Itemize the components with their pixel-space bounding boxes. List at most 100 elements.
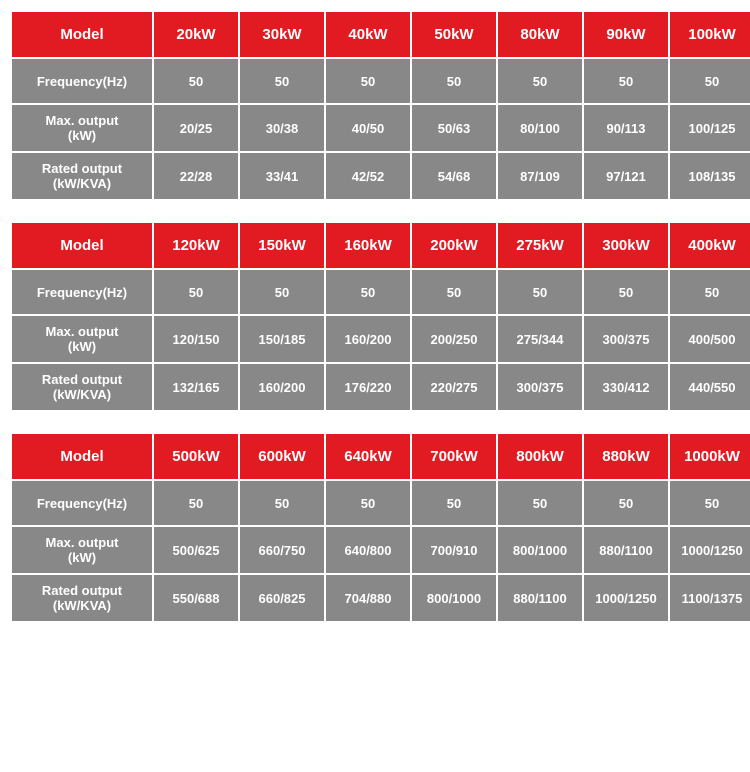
- cell-rated_output: 1000/1250: [584, 575, 668, 621]
- model-col-header: 120kW: [154, 223, 238, 268]
- cell-frequency: 50: [498, 481, 582, 525]
- cell-rated_output: 22/28: [154, 153, 238, 199]
- model-col-header: 800kW: [498, 434, 582, 479]
- cell-max_output: 880/1100: [584, 527, 668, 573]
- row-label-max_output: Max. output(kW): [12, 105, 152, 151]
- cell-max_output: 120/150: [154, 316, 238, 362]
- cell-max_output: 640/800: [326, 527, 410, 573]
- row-label-max_output: Max. output(kW): [12, 527, 152, 573]
- cell-frequency: 50: [326, 481, 410, 525]
- cell-frequency: 50: [154, 481, 238, 525]
- cell-frequency: 50: [670, 270, 750, 314]
- cell-max_output: 800/1000: [498, 527, 582, 573]
- cell-rated_output: 1100/1375: [670, 575, 750, 621]
- spec-table-1: Model120kW150kW160kW200kW275kW300kW400kW…: [10, 221, 750, 412]
- cell-frequency: 50: [326, 59, 410, 103]
- cell-rated_output: 33/41: [240, 153, 324, 199]
- model-col-header: 600kW: [240, 434, 324, 479]
- cell-max_output: 30/38: [240, 105, 324, 151]
- cell-max_output: 150/185: [240, 316, 324, 362]
- row-label-frequency: Frequency(Hz): [12, 270, 152, 314]
- cell-rated_output: 42/52: [326, 153, 410, 199]
- cell-frequency: 50: [326, 270, 410, 314]
- cell-frequency: 50: [584, 270, 668, 314]
- cell-frequency: 50: [498, 59, 582, 103]
- model-col-header: 700kW: [412, 434, 496, 479]
- cell-rated_output: 176/220: [326, 364, 410, 410]
- cell-frequency: 50: [412, 481, 496, 525]
- cell-frequency: 50: [412, 270, 496, 314]
- cell-frequency: 50: [670, 481, 750, 525]
- cell-max_output: 500/625: [154, 527, 238, 573]
- cell-frequency: 50: [498, 270, 582, 314]
- model-col-header: 150kW: [240, 223, 324, 268]
- row-label-max_output: Max. output(kW): [12, 316, 152, 362]
- cell-rated_output: 220/275: [412, 364, 496, 410]
- cell-rated_output: 300/375: [498, 364, 582, 410]
- cell-rated_output: 704/880: [326, 575, 410, 621]
- spec-table-0: Model20kW30kW40kW50kW80kW90kW100kW Freque…: [10, 10, 750, 201]
- model-col-header: 160kW: [326, 223, 410, 268]
- cell-rated_output: 54/68: [412, 153, 496, 199]
- model-col-header: 100kW: [670, 12, 750, 57]
- cell-frequency: 50: [670, 59, 750, 103]
- row-label-rated_output: Rated output(kW/KVA): [12, 153, 152, 199]
- cell-max_output: 80/100: [498, 105, 582, 151]
- cell-rated_output: 132/165: [154, 364, 238, 410]
- cell-rated_output: 330/412: [584, 364, 668, 410]
- model-col-header: 20kW: [154, 12, 238, 57]
- cell-rated_output: 440/550: [670, 364, 750, 410]
- cell-max_output: 200/250: [412, 316, 496, 362]
- model-col-header: 275kW: [498, 223, 582, 268]
- cell-frequency: 50: [154, 59, 238, 103]
- cell-frequency: 50: [584, 481, 668, 525]
- cell-frequency: 50: [240, 270, 324, 314]
- cell-frequency: 50: [240, 481, 324, 525]
- cell-rated_output: 160/200: [240, 364, 324, 410]
- model-col-header: 1000kW: [670, 434, 750, 479]
- cell-max_output: 20/25: [154, 105, 238, 151]
- row-label-rated_output: Rated output(kW/KVA): [12, 364, 152, 410]
- cell-rated_output: 97/121: [584, 153, 668, 199]
- cell-max_output: 700/910: [412, 527, 496, 573]
- cell-max_output: 100/125: [670, 105, 750, 151]
- cell-max_output: 275/344: [498, 316, 582, 362]
- model-col-header: 880kW: [584, 434, 668, 479]
- cell-frequency: 50: [412, 59, 496, 103]
- cell-max_output: 90/113: [584, 105, 668, 151]
- model-col-header: 400kW: [670, 223, 750, 268]
- model-col-header: 500kW: [154, 434, 238, 479]
- model-col-header: 640kW: [326, 434, 410, 479]
- cell-max_output: 660/750: [240, 527, 324, 573]
- row-label-rated_output: Rated output(kW/KVA): [12, 575, 152, 621]
- cell-max_output: 160/200: [326, 316, 410, 362]
- row-label-frequency: Frequency(Hz): [12, 481, 152, 525]
- model-col-header: 80kW: [498, 12, 582, 57]
- model-col-header: 30kW: [240, 12, 324, 57]
- model-col-header: 200kW: [412, 223, 496, 268]
- cell-max_output: 1000/1250: [670, 527, 750, 573]
- cell-max_output: 40/50: [326, 105, 410, 151]
- cell-rated_output: 660/825: [240, 575, 324, 621]
- tables-container: Model20kW30kW40kW50kW80kW90kW100kWFreque…: [10, 10, 740, 623]
- cell-max_output: 50/63: [412, 105, 496, 151]
- cell-rated_output: 800/1000: [412, 575, 496, 621]
- cell-rated_output: 108/135: [670, 153, 750, 199]
- cell-rated_output: 550/688: [154, 575, 238, 621]
- cell-frequency: 50: [154, 270, 238, 314]
- model-col-header: 50kW: [412, 12, 496, 57]
- cell-max_output: 400/500: [670, 316, 750, 362]
- model-col-header: 90kW: [584, 12, 668, 57]
- model-header: Model: [12, 12, 152, 57]
- model-col-header: 300kW: [584, 223, 668, 268]
- cell-rated_output: 880/1100: [498, 575, 582, 621]
- cell-frequency: 50: [584, 59, 668, 103]
- cell-rated_output: 87/109: [498, 153, 582, 199]
- row-label-frequency: Frequency(Hz): [12, 59, 152, 103]
- model-header: Model: [12, 434, 152, 479]
- model-header: Model: [12, 223, 152, 268]
- cell-max_output: 300/375: [584, 316, 668, 362]
- cell-frequency: 50: [240, 59, 324, 103]
- model-col-header: 40kW: [326, 12, 410, 57]
- spec-table-2: Model500kW600kW640kW700kW800kW880kW1000k…: [10, 432, 750, 623]
